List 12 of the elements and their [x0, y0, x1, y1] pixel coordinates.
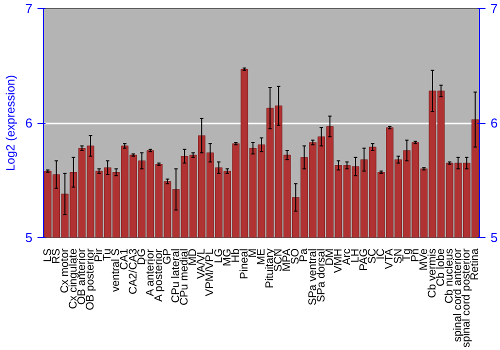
y2-tick-label: 7	[490, 1, 498, 16]
x-tick-label: OB posterior	[84, 248, 97, 310]
y-tick-label: 5	[25, 230, 33, 245]
x-tick-label: RS	[50, 248, 62, 264]
x-tick-label: Tg	[400, 248, 413, 262]
y2-tick-label: 6	[490, 116, 498, 130]
y-tick-label: 6	[25, 116, 33, 130]
y-axis-title: Log2 (expression)	[3, 74, 18, 172]
x-tick-label: A posterior	[152, 248, 165, 302]
y2-tick-label: 5	[490, 230, 498, 245]
y-tick-label: 7	[25, 1, 33, 16]
x-tick-label: Retina	[469, 248, 482, 280]
